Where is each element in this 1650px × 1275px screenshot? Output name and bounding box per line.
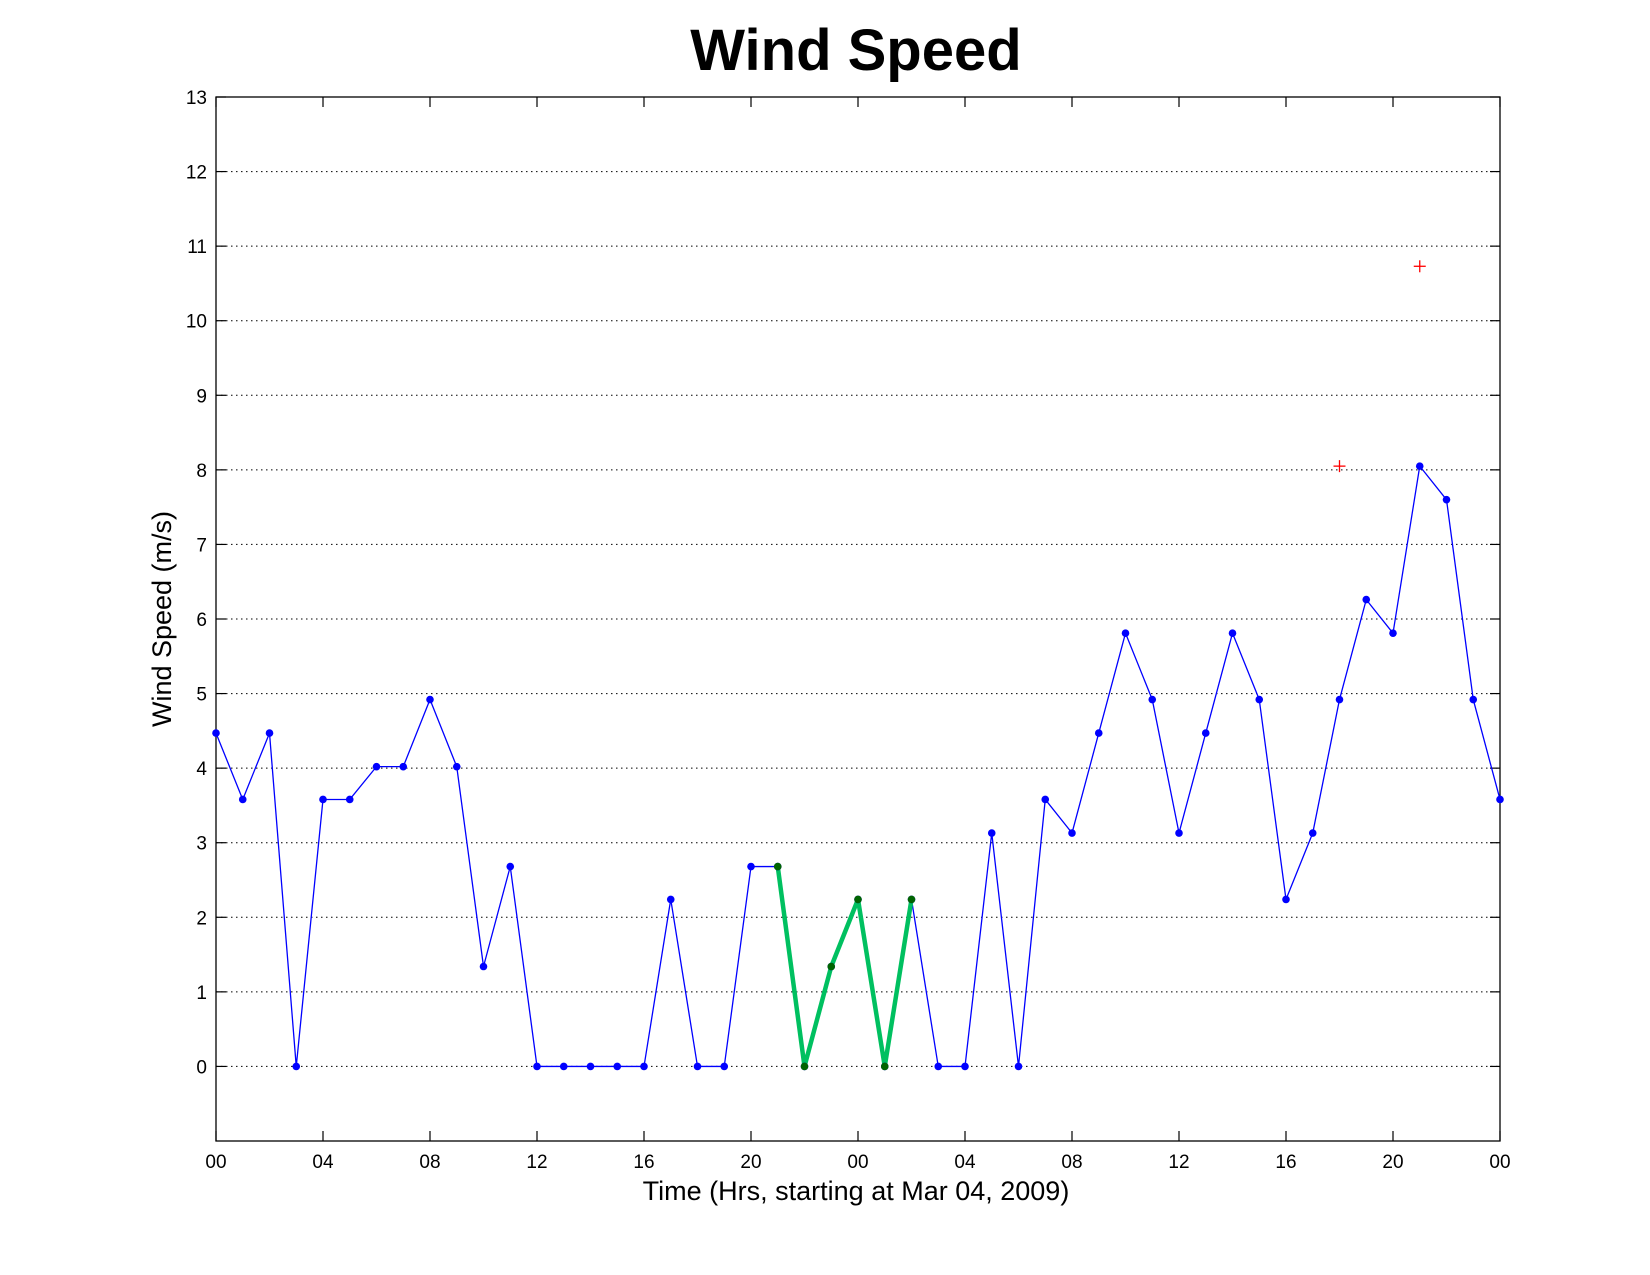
y-tick-label: 0 — [196, 1057, 207, 1078]
y-tick-label: 5 — [196, 685, 207, 706]
x-tick-label: 04 — [312, 1152, 334, 1173]
x-tick-label: 08 — [419, 1152, 440, 1173]
data-point-blue — [292, 1062, 301, 1071]
data-point-green — [880, 1062, 889, 1071]
x-tick-label: 16 — [1275, 1152, 1296, 1173]
x-tick-label: 00 — [847, 1152, 868, 1173]
data-point-blue — [1496, 795, 1504, 804]
data-point-blue — [1014, 1062, 1023, 1071]
data-point-blue — [1068, 829, 1076, 837]
data-point-blue — [1282, 895, 1290, 904]
data-point-blue — [987, 829, 996, 837]
data-point-blue — [426, 695, 434, 704]
y-tick-label: 2 — [196, 908, 207, 929]
data-point-blue — [452, 762, 461, 771]
x-tick-label: 20 — [1382, 1152, 1403, 1173]
data-point-blue — [1094, 729, 1103, 737]
data-point-blue — [238, 795, 247, 804]
x-tick-label: 16 — [633, 1152, 654, 1173]
y-tick-label: 3 — [196, 834, 207, 855]
data-point-blue — [720, 1062, 729, 1071]
data-point-blue — [533, 1062, 541, 1071]
x-tick-label: 20 — [740, 1152, 761, 1173]
y-axis-label: Wind Speed (m/s) — [147, 511, 177, 727]
data-point-blue — [934, 1062, 943, 1071]
data-point-blue — [1415, 462, 1424, 470]
data-point-red-plus — [1413, 260, 1426, 273]
x-tick-label: 12 — [1168, 1152, 1189, 1173]
data-point-blue — [586, 1062, 595, 1071]
data-point-blue — [1469, 695, 1478, 704]
data-point-blue — [1442, 495, 1451, 504]
x-tick-label: 00 — [1489, 1152, 1510, 1173]
data-point-blue — [1175, 829, 1183, 837]
data-point-green — [854, 895, 862, 904]
y-tick-label: 9 — [196, 386, 207, 407]
x-tick-label: 04 — [954, 1152, 976, 1173]
series-line-blue — [215, 465, 1501, 1068]
data-point-blue — [1335, 695, 1344, 704]
y-tick-label: 1 — [196, 983, 207, 1004]
y-tick-label: 8 — [196, 461, 207, 482]
data-point-blue — [693, 1062, 702, 1071]
data-point-blue — [319, 795, 327, 804]
data-point-blue — [1389, 629, 1397, 637]
data-point-blue — [1148, 695, 1157, 704]
data-point-blue — [212, 729, 220, 737]
y-tick-label: 12 — [186, 163, 207, 184]
y-tick-label: 4 — [196, 759, 207, 780]
y-tick-label: 13 — [186, 88, 207, 109]
x-tick-label: 00 — [205, 1152, 226, 1173]
data-point-blue — [345, 795, 354, 804]
y-tick-label: 7 — [196, 535, 207, 556]
data-point-blue — [747, 862, 755, 871]
y-tick-label: 10 — [186, 312, 207, 333]
data-point-blue — [372, 762, 381, 771]
series-layer — [212, 260, 1504, 1071]
data-point-blue — [265, 729, 274, 737]
x-axis-label: Time (Hrs, starting at Mar 04, 2009) — [643, 1176, 1070, 1206]
x-tick-label: 08 — [1061, 1152, 1082, 1173]
data-point-blue — [1362, 595, 1371, 604]
x-tick-label: 12 — [526, 1152, 547, 1173]
data-point-red-plus — [1333, 460, 1346, 473]
data-point-blue — [1121, 629, 1130, 637]
data-point-green — [827, 962, 836, 971]
chart-title: Wind Speed — [690, 18, 1021, 83]
data-point-blue — [666, 895, 675, 904]
data-point-blue — [506, 862, 515, 871]
data-point-blue — [1228, 629, 1237, 637]
data-point-blue — [399, 762, 408, 771]
data-point-blue — [1201, 729, 1210, 737]
data-point-blue — [613, 1062, 622, 1071]
y-tick-label: 11 — [187, 237, 207, 258]
data-point-blue — [640, 1062, 648, 1071]
data-point-blue — [479, 962, 488, 971]
series-line-green — [775, 866, 914, 1069]
data-point-blue — [559, 1062, 568, 1071]
data-point-blue — [1308, 829, 1317, 837]
data-point-green — [907, 895, 916, 904]
grid-lines — [216, 171, 1500, 1067]
y-tick-label: 6 — [196, 610, 207, 631]
data-point-green — [773, 862, 782, 871]
data-point-blue — [1255, 695, 1264, 704]
data-point-green — [800, 1062, 809, 1071]
data-point-blue — [961, 1062, 969, 1071]
data-point-blue — [1041, 795, 1050, 804]
